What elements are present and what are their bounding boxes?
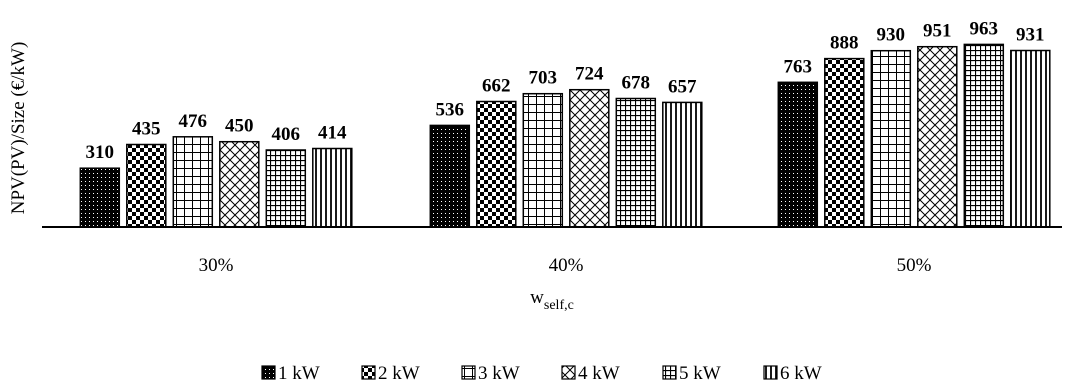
bar-3kw-50pct xyxy=(870,49,912,228)
legend-swatch xyxy=(561,365,576,380)
bar-2kw-40pct xyxy=(476,100,517,228)
x-axis-title-subscript: self,c xyxy=(544,298,574,313)
legend-label: 1 kW xyxy=(278,363,320,384)
legend-swatch xyxy=(662,365,677,380)
legend-swatch xyxy=(361,365,376,380)
legend-item: 3 kW xyxy=(461,363,520,384)
data-labels-layer: 310 435 476 450 406 414 536 662 703 724 678 657 763 8… xyxy=(86,18,1045,163)
legend-swatch xyxy=(763,365,778,380)
legend-label: 5 kW xyxy=(679,363,721,384)
data-label: 657 xyxy=(668,76,697,97)
legend-item: 1 kW xyxy=(261,363,320,384)
bar-4kw-50pct xyxy=(917,45,958,228)
data-label: 703 xyxy=(529,68,558,89)
data-label: 931 xyxy=(1016,25,1045,46)
bars-layer xyxy=(79,43,1051,228)
x-tick-label: 30% xyxy=(199,255,234,276)
x-axis-title-main: w xyxy=(530,287,544,308)
bar-6kw-30pct xyxy=(312,147,353,228)
data-label: 435 xyxy=(132,119,161,140)
legend-label: 2 kW xyxy=(378,363,420,384)
legend: 1 kW 2 kW 3 kW 4 kW 5 kW 6 kW xyxy=(261,363,822,384)
data-label: 662 xyxy=(482,76,511,97)
bar-5kw-40pct xyxy=(615,97,657,228)
bar-4kw-30pct xyxy=(219,140,260,228)
legend-item: 6 kW xyxy=(763,363,822,384)
x-tick-label: 40% xyxy=(549,255,584,276)
data-label: 963 xyxy=(970,18,999,39)
legend-item: 5 kW xyxy=(662,363,721,384)
legend-item: 4 kW xyxy=(561,363,620,384)
legend-swatch xyxy=(461,365,476,380)
bar-3kw-30pct xyxy=(172,136,214,228)
bar-3kw-40pct xyxy=(522,92,564,228)
bar-4kw-40pct xyxy=(569,88,610,228)
category-labels: 30% 40% 50% xyxy=(199,255,932,276)
bar-2kw-50pct xyxy=(824,57,865,228)
bar-1kw-30pct xyxy=(79,167,121,228)
data-label: 476 xyxy=(179,111,208,132)
data-label: 450 xyxy=(225,116,254,137)
bar-5kw-30pct xyxy=(265,149,307,228)
legend-label: 6 kW xyxy=(780,363,822,384)
bar-1kw-40pct xyxy=(429,124,471,228)
data-label: 888 xyxy=(830,33,859,54)
data-label: 414 xyxy=(318,123,347,144)
bar-2kw-30pct xyxy=(126,143,167,228)
data-label: 406 xyxy=(272,124,301,145)
data-label: 951 xyxy=(923,21,952,42)
data-label: 536 xyxy=(436,99,465,120)
bar-6kw-50pct xyxy=(1010,49,1051,228)
legend-label: 3 kW xyxy=(478,363,520,384)
legend-swatch xyxy=(261,365,276,380)
x-tick-label: 50% xyxy=(897,255,932,276)
legend-label: 4 kW xyxy=(578,363,620,384)
x-axis-title: wself,c xyxy=(530,287,574,313)
bar-5kw-50pct xyxy=(963,43,1005,228)
y-axis-title: NPV(PV)/Size (€/kW) xyxy=(8,42,29,215)
data-label: 763 xyxy=(784,56,813,77)
bar-1kw-50pct xyxy=(777,81,819,228)
data-label: 930 xyxy=(877,25,906,46)
data-label: 724 xyxy=(575,64,604,85)
legend-item: 2 kW xyxy=(361,363,420,384)
data-label: 310 xyxy=(86,142,115,163)
data-label: 678 xyxy=(622,73,651,94)
bar-6kw-40pct xyxy=(662,101,703,228)
